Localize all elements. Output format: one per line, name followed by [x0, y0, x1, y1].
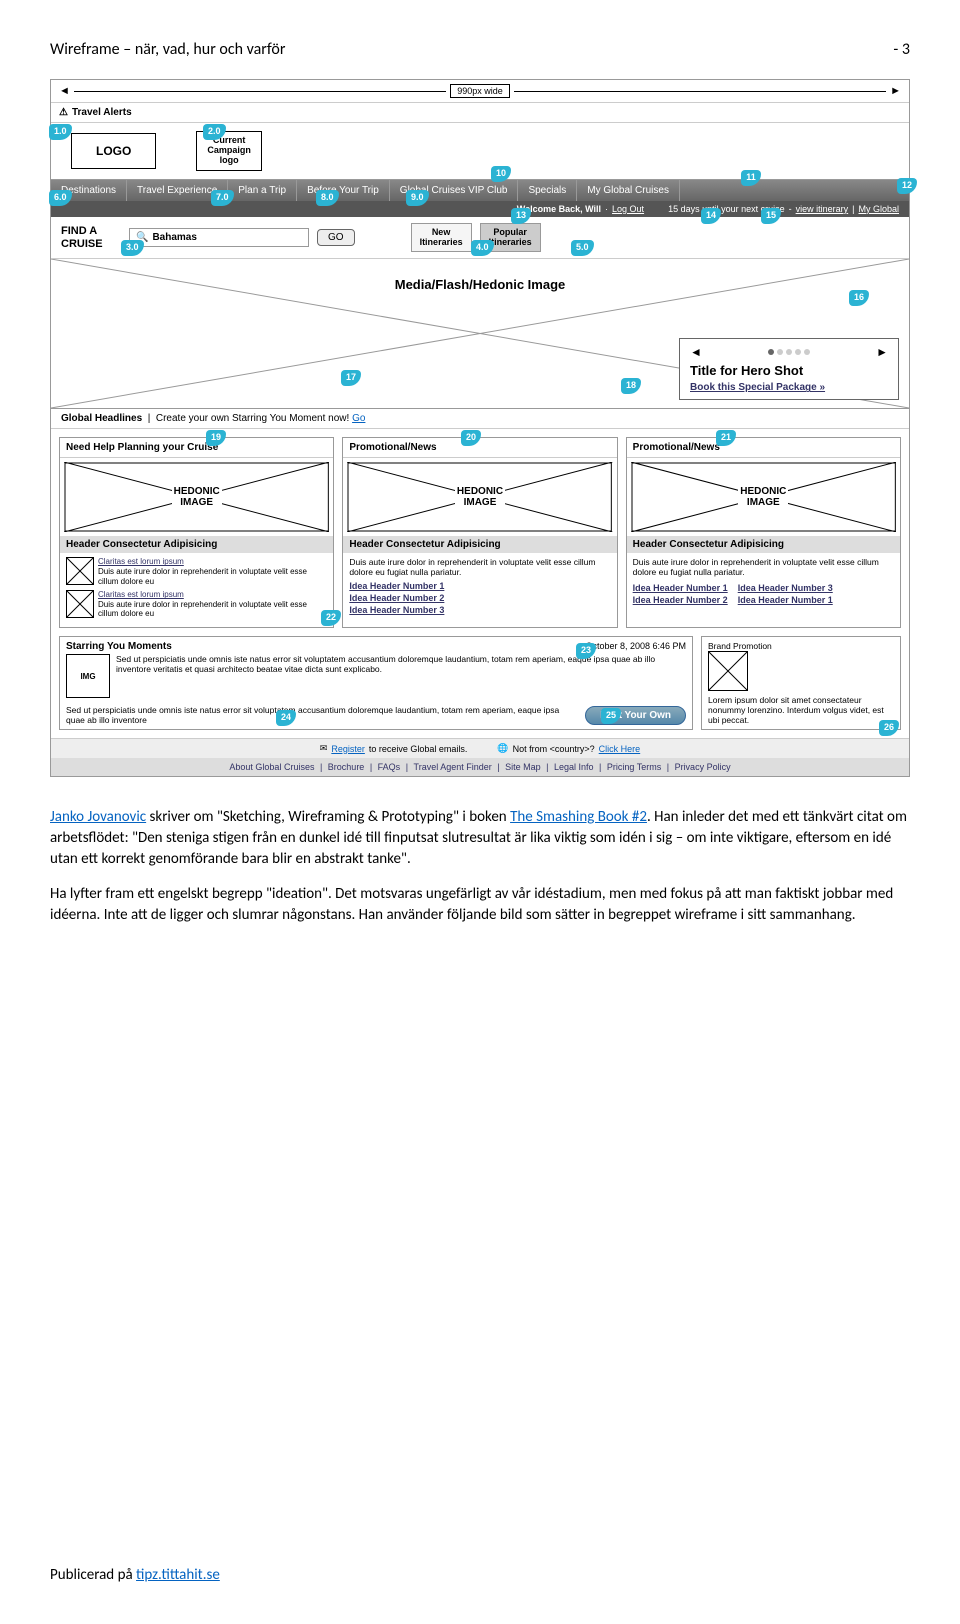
dimension-bar: ◄ 990px wide ►	[51, 80, 909, 103]
body-paragraph-1: Janko Jovanovic skriver om "Sketching, W…	[50, 807, 910, 870]
go-link[interactable]: Go	[352, 413, 365, 424]
footer-nav: About Global Cruises | Brochure | FAQs |…	[51, 758, 909, 776]
click-here-link[interactable]: Click Here	[599, 744, 641, 754]
view-itinerary-link[interactable]: view itinerary	[796, 204, 849, 214]
nav-item[interactable]: Plan a Trip	[228, 180, 297, 201]
book-link[interactable]: The Smashing Book #2	[510, 808, 647, 826]
idea-link[interactable]: Idea Header Number 1	[349, 581, 610, 591]
nav-item[interactable]: Specials	[518, 180, 577, 201]
starring-you-card: Starring You MomentsOctober 8, 2008 6:46…	[59, 636, 693, 730]
page-title: Wireframe – när, vad, hur och varför	[50, 40, 285, 59]
author-link[interactable]: Janko Jovanovic	[50, 808, 146, 826]
logout-link[interactable]: Log Out	[612, 204, 644, 214]
hero-area: Media/Flash/Hedonic Image ◄ ► Title for …	[51, 259, 909, 409]
source-link[interactable]: tipz.tittahit.se	[136, 1566, 220, 1584]
book-package-link[interactable]: Book this Special Package »	[690, 382, 825, 393]
nav-item[interactable]: My Global Cruises	[577, 180, 680, 201]
card-help: Need Help Planning your Cruise HEDONIC I…	[59, 437, 334, 628]
card-promo-2: Promotional/News HEDONIC IMAGE Header Co…	[626, 437, 901, 628]
idea-link[interactable]: Idea Header Number 1	[738, 595, 833, 605]
subheader: Global Headlines | Create your own Starr…	[51, 409, 909, 429]
idea-link[interactable]: Idea Header Number 3	[349, 605, 610, 615]
travel-alerts: ⚠ Travel Alerts	[51, 103, 909, 123]
logo-box: LOGO	[71, 133, 156, 169]
find-cruise-label: FIND A CRUISE	[61, 225, 121, 249]
main-nav: Destinations Travel Experience Plan a Tr…	[51, 180, 909, 201]
prev-icon[interactable]: ◄	[690, 345, 702, 359]
globe-icon: 🌐	[497, 743, 508, 754]
tab-new[interactable]: New Itineraries	[411, 223, 472, 253]
published-on: Publicerad på tipz.tittahit.se	[50, 1566, 220, 1584]
mail-icon: ✉	[320, 743, 328, 754]
page-number: - 3	[893, 40, 910, 59]
wireframe-figure: 1.0 2.0 6.0 7.0 8.0 9.0 10 11 12 3.0 4.0…	[50, 79, 910, 777]
search-box[interactable]: 🔍 Bahamas	[129, 228, 309, 247]
alert-icon: ⚠	[59, 107, 68, 118]
idea-link[interactable]: Idea Header Number 2	[633, 595, 728, 605]
body-paragraph-2: Ha lyfter fram ett engelskt begrepp "ide…	[50, 884, 910, 926]
go-button[interactable]: GO	[317, 229, 355, 246]
register-link[interactable]: Register	[331, 744, 365, 754]
idea-link[interactable]: Idea Header Number 2	[349, 593, 610, 603]
idea-link[interactable]: Idea Header Number 1	[633, 583, 728, 593]
footer-strip: ✉ Register to receive Global emails. 🌐 N…	[51, 738, 909, 758]
my-global-link[interactable]: My Global	[858, 204, 899, 214]
card-promo-1: Promotional/News HEDONIC IMAGE Header Co…	[342, 437, 617, 628]
img-placeholder: IMG	[66, 654, 110, 698]
brand-promo-card: Brand Promotion Lorem ipsum dolor sit am…	[701, 636, 901, 730]
nav-item[interactable]: Before Your Trip	[297, 180, 390, 201]
hero-panel: ◄ ► Title for Hero Shot Book this Specia…	[679, 338, 899, 400]
idea-link[interactable]: Idea Header Number 3	[738, 583, 833, 593]
next-icon[interactable]: ►	[876, 345, 888, 359]
badge: 12	[897, 178, 917, 194]
